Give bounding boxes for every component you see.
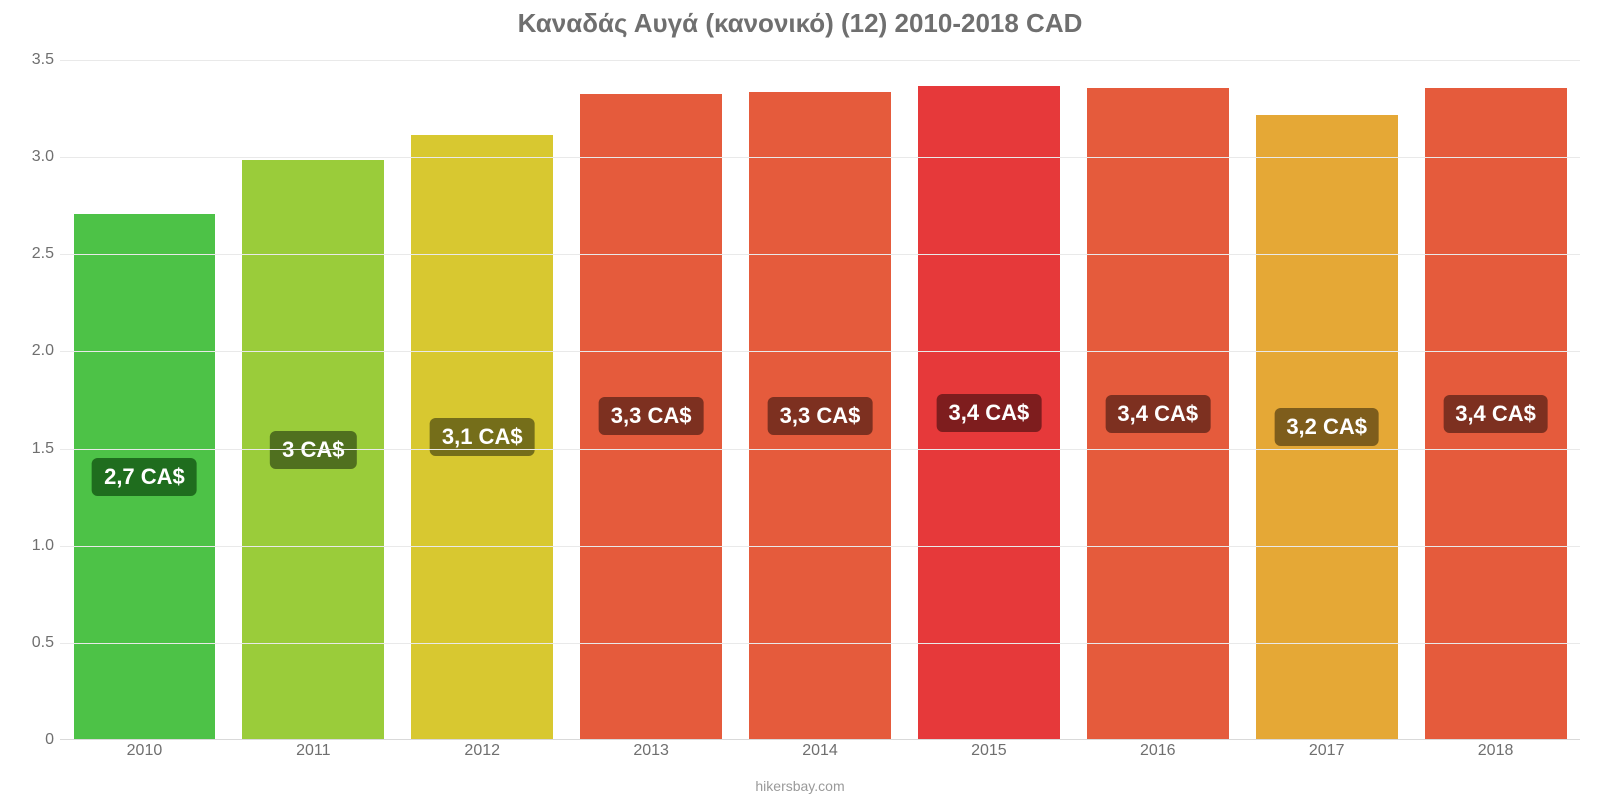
x-tick-label: 2016 <box>1073 742 1242 760</box>
plot-area: 2,7 CA$ 3 CA$ 3,1 CA$ 3,3 CA$ 3,3 CA$ 3,4 CA$… <box>60 60 1580 740</box>
bar-slot: 3,3 CA$ <box>567 60 736 739</box>
y-tick-label: 1.0 <box>10 537 54 555</box>
bar-slot: 3,4 CA$ <box>1411 60 1580 739</box>
bar: 3,1 CA$ <box>411 135 553 739</box>
bar-value-label: 3,4 CA$ <box>937 394 1042 432</box>
gridline <box>60 254 1580 255</box>
gridline <box>60 449 1580 450</box>
bar: 2,7 CA$ <box>74 214 216 739</box>
y-tick-label: 2.0 <box>10 342 54 360</box>
y-tick-label: 3.0 <box>10 148 54 166</box>
gridline <box>60 643 1580 644</box>
x-tick-label: 2017 <box>1242 742 1411 760</box>
bar-slot: 2,7 CA$ <box>60 60 229 739</box>
bar: 3,4 CA$ <box>918 86 1060 739</box>
gridline <box>60 546 1580 547</box>
bar-value-label: 3,3 CA$ <box>599 397 704 435</box>
attribution-text: hikersbay.com <box>0 778 1600 794</box>
bar-slot: 3,3 CA$ <box>736 60 905 739</box>
bar-slot: 3,4 CA$ <box>904 60 1073 739</box>
bar-value-label: 3,2 CA$ <box>1274 408 1379 446</box>
y-tick-label: 0 <box>10 731 54 749</box>
bar-slot: 3,2 CA$ <box>1242 60 1411 739</box>
x-tick-label: 2018 <box>1411 742 1580 760</box>
bar-slot: 3,1 CA$ <box>398 60 567 739</box>
x-axis-labels: 201020112012201320142015201620172018 <box>60 742 1580 760</box>
bars-group: 2,7 CA$ 3 CA$ 3,1 CA$ 3,3 CA$ 3,3 CA$ 3,4 CA$… <box>60 60 1580 739</box>
y-tick-label: 2.5 <box>10 245 54 263</box>
chart-title: Καναδάς Αυγά (κανονικό) (12) 2010-2018 C… <box>0 8 1600 39</box>
y-tick-label: 1.5 <box>10 440 54 458</box>
bar: 3,4 CA$ <box>1087 88 1229 739</box>
x-tick-label: 2014 <box>736 742 905 760</box>
x-tick-label: 2013 <box>567 742 736 760</box>
y-tick-label: 0.5 <box>10 634 54 652</box>
y-tick-label: 3.5 <box>10 51 54 69</box>
bar-value-label: 2,7 CA$ <box>92 458 197 496</box>
bar-value-label: 3,4 CA$ <box>1105 395 1210 433</box>
bar-slot: 3 CA$ <box>229 60 398 739</box>
x-tick-label: 2015 <box>904 742 1073 760</box>
x-tick-label: 2011 <box>229 742 398 760</box>
gridline <box>60 157 1580 158</box>
bar: 3,4 CA$ <box>1425 88 1567 739</box>
bar-value-label: 3,1 CA$ <box>430 418 535 456</box>
chart-container: Καναδάς Αυγά (κανονικό) (12) 2010-2018 C… <box>0 0 1600 800</box>
bar-value-label: 3,3 CA$ <box>768 397 873 435</box>
x-tick-label: 2012 <box>398 742 567 760</box>
gridline <box>60 60 1580 61</box>
bar-value-label: 3,4 CA$ <box>1443 395 1548 433</box>
bar: 3,2 CA$ <box>1256 115 1398 739</box>
x-tick-label: 2010 <box>60 742 229 760</box>
gridline <box>60 351 1580 352</box>
bar-slot: 3,4 CA$ <box>1073 60 1242 739</box>
